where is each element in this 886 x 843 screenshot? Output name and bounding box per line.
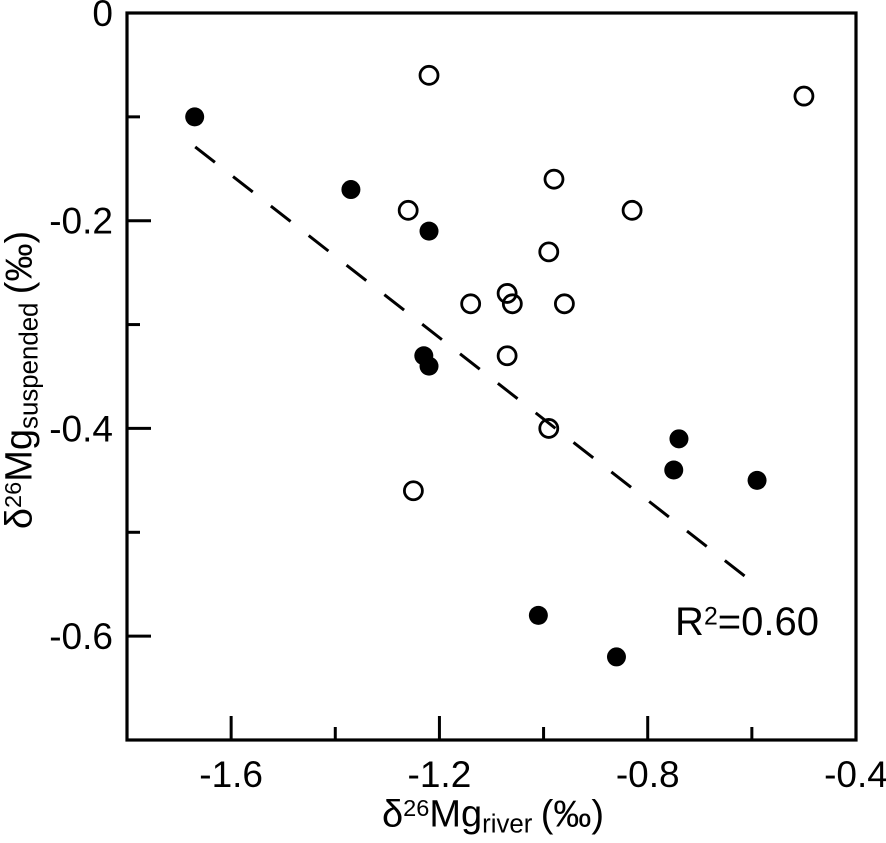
data-point-filled: [341, 180, 361, 200]
x-tick-label: -0.8: [616, 754, 680, 795]
data-point-open: [543, 168, 565, 190]
data-point-open: [538, 241, 560, 263]
r-squared-annotation: R2=0.60: [675, 602, 819, 642]
regression-dashed-line: [194, 145, 751, 582]
data-point-open: [793, 85, 815, 107]
data-point-filled: [664, 460, 684, 480]
y-axis-unit: (‰): [0, 230, 41, 295]
plot-frame: [125, 11, 858, 742]
y-tick-label: -0.2: [49, 201, 113, 242]
data-point-filled: [419, 356, 439, 376]
x-axis-title: δ26Mgriver (‰): [382, 796, 604, 839]
data-point-filled: [606, 647, 626, 667]
y-axis-title: δ26Mgsuspended (‰): [0, 230, 44, 530]
data-point-open: [402, 480, 424, 502]
y-axis-subscript: suspended: [15, 302, 44, 429]
x-tick-label: -1.2: [408, 754, 472, 795]
x-axis-element: Mg: [429, 793, 483, 836]
y-axis-element: Mg: [0, 428, 41, 482]
x-axis-unit: (‰): [540, 793, 605, 836]
data-point-filled: [419, 221, 439, 241]
data-point-open: [418, 64, 440, 86]
data-point-filled: [528, 605, 548, 625]
x-axis-mass-number: 26: [403, 795, 430, 822]
data-point-filled: [669, 429, 689, 449]
y-tick-label: -0.4: [49, 408, 113, 449]
data-point-open: [460, 293, 482, 315]
x-axis-subscript: river: [482, 810, 533, 839]
data-point-open: [501, 293, 523, 315]
data-point-filled: [185, 107, 205, 127]
r-squared-base: R: [675, 600, 704, 644]
x-tick-label: -0.4: [824, 754, 886, 795]
data-point-open: [621, 199, 643, 221]
x-axis-delta-symbol: δ: [381, 793, 404, 836]
data-point-open: [538, 418, 560, 439]
r-squared-exponent: 2: [703, 603, 718, 631]
data-point-open: [496, 345, 518, 367]
y-axis-delta-symbol: δ: [0, 507, 41, 530]
x-tick-label: -1.6: [199, 754, 263, 795]
y-tick-label: -0.6: [49, 616, 113, 657]
r-squared-value: =0.60: [717, 600, 819, 644]
data-point-open: [397, 199, 419, 221]
data-point-open: [496, 283, 518, 304]
y-axis-mass-number: 26: [0, 481, 27, 508]
data-point-open: [554, 293, 575, 315]
y-tick-label: 0: [92, 0, 113, 34]
data-point-filled: [747, 470, 767, 490]
